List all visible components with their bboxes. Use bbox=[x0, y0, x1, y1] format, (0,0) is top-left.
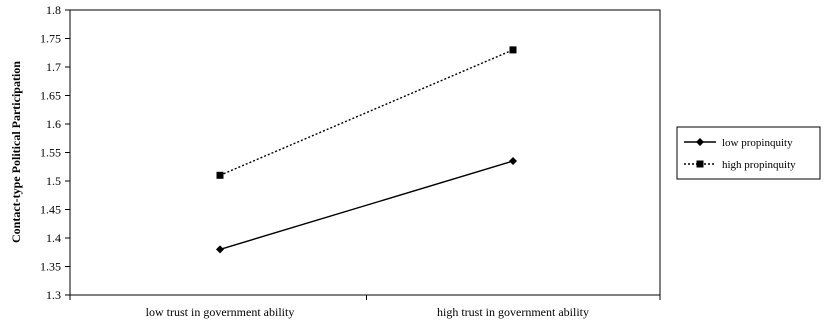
y-tick-label: 1.55 bbox=[40, 146, 61, 160]
y-tick-label: 1.5 bbox=[46, 174, 61, 188]
x-tick-label: high trust in government ability bbox=[437, 305, 589, 319]
y-tick-label: 1.35 bbox=[40, 260, 61, 274]
legend-label: high propinquity bbox=[722, 159, 796, 171]
series-line bbox=[219, 160, 514, 251]
legend-marker bbox=[696, 138, 704, 146]
legend-marker bbox=[696, 160, 704, 168]
y-axis-ticks: 1.3 1.35 1.4 1.45 1.5 1.55 1.6 1.65 1.7 1.75 1.8 bbox=[40, 3, 70, 302]
series-low-propinquity bbox=[216, 157, 517, 254]
data-point-marker bbox=[509, 46, 517, 54]
x-axis-ticks: low trust in government ability high trus… bbox=[69, 295, 661, 319]
legend: low propinquity high propinquity bbox=[676, 126, 821, 180]
series-line bbox=[219, 49, 514, 176]
y-tick-label: 1.75 bbox=[40, 32, 61, 46]
y-tick-label: 1.8 bbox=[46, 3, 61, 17]
data-point-marker bbox=[216, 245, 224, 254]
y-tick-label: 1.3 bbox=[46, 288, 61, 302]
y-tick-label: 1.4 bbox=[46, 231, 61, 245]
legend-box bbox=[676, 126, 821, 180]
y-axis-title: Contact-type Political Participation bbox=[9, 61, 23, 243]
data-point-marker bbox=[216, 171, 224, 179]
plot-area bbox=[69, 9, 661, 296]
y-tick-label: 1.6 bbox=[46, 117, 61, 131]
series-high-propinquity bbox=[216, 46, 517, 179]
y-tick-label: 1.65 bbox=[40, 89, 61, 103]
y-tick-label: 1.7 bbox=[46, 60, 61, 74]
series-layer bbox=[216, 46, 517, 254]
y-tick-label: 1.45 bbox=[40, 203, 61, 217]
x-tick-label: low trust in government ability bbox=[146, 305, 295, 319]
data-point-marker bbox=[509, 157, 517, 166]
legend-label: low propinquity bbox=[722, 137, 793, 149]
